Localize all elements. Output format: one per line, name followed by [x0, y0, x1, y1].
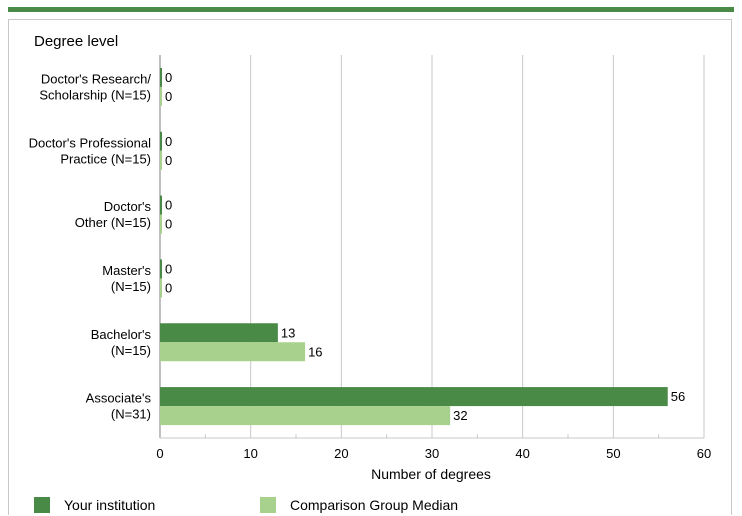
category-label: Other (N=15)	[75, 215, 151, 230]
category-label: Master's	[102, 263, 151, 278]
bar-comparison-group-median-5	[160, 406, 451, 426]
legend-item-comparison-group-median: Comparison Group Median	[260, 494, 458, 516]
x-tick-label-0: 0	[156, 446, 163, 461]
bar-chart: Degree level 0 0 0 0 0 0 0 0 13 16 56 32 Doctor's R…	[29, 33, 712, 482]
x-tick-label-40: 40	[515, 446, 529, 461]
data-label: 16	[308, 344, 322, 359]
header-rule	[8, 7, 734, 12]
data-label: 0	[165, 70, 172, 85]
bar-comparison-group-median-2	[160, 214, 162, 234]
bar-comparison-group-median-1	[160, 150, 162, 170]
data-label: 0	[165, 280, 172, 295]
chart-frame	[8, 19, 732, 515]
legend-swatch-your-institution	[34, 497, 50, 513]
category-label: (N=15)	[111, 343, 151, 358]
data-label: 0	[165, 217, 172, 232]
data-label: 56	[671, 389, 685, 404]
category-label: Bachelor's	[91, 327, 152, 342]
category-label: Scholarship (N=15)	[39, 87, 151, 102]
category-label: Practice (N=15)	[60, 151, 151, 166]
data-label: 0	[165, 89, 172, 104]
bar-your-institution-4	[160, 323, 278, 343]
x-tick-label-30: 30	[425, 446, 439, 461]
data-label: 0	[165, 134, 172, 149]
x-tick-label-10: 10	[243, 446, 257, 461]
x-tick-labels: 0 10 20 30 40 50 60	[156, 446, 711, 461]
legend-label-your-institution: Your institution	[64, 497, 156, 513]
x-tick-label-20: 20	[334, 446, 348, 461]
bar-your-institution-5	[160, 387, 668, 407]
data-label: 13	[281, 325, 295, 340]
x-tick-label-60: 60	[697, 446, 711, 461]
data-label: 0	[165, 261, 172, 276]
category-label: Associate's	[86, 391, 152, 406]
legend-swatch-comparison-group-median	[260, 497, 276, 513]
chart-title: Degree level	[34, 33, 118, 50]
category-label: (N=15)	[111, 279, 151, 294]
bar-comparison-group-median-3	[160, 278, 162, 298]
grid-lines	[159, 55, 705, 439]
data-label: 0	[165, 198, 172, 213]
category-labels: Doctor's Research/Scholarship (N=15) Doct…	[29, 71, 152, 421]
bar-your-institution-2	[160, 195, 162, 215]
bar-your-institution-1	[160, 131, 162, 151]
category-label: Doctor's Research/	[41, 71, 152, 86]
legend: Your institution Comparison Group Median	[0, 494, 742, 516]
bar-comparison-group-median-0	[160, 86, 162, 106]
category-label: Doctor's Professional	[29, 135, 152, 150]
bars: 0 0 0 0 0 0 0 0 13 16 56 32	[160, 67, 685, 426]
legend-label-comparison-group-median: Comparison Group Median	[290, 497, 459, 513]
category-label: (N=31)	[111, 407, 151, 422]
x-axis-label: Number of degrees	[371, 466, 491, 482]
bar-comparison-group-median-4	[160, 342, 306, 362]
data-label: 0	[165, 153, 172, 168]
category-label: Doctor's	[104, 199, 152, 214]
bar-your-institution-0	[160, 67, 162, 87]
data-label: 32	[453, 408, 467, 423]
bar-your-institution-3	[160, 259, 162, 279]
x-tick-label-50: 50	[606, 446, 620, 461]
legend-item-your-institution: Your institution	[34, 494, 155, 516]
